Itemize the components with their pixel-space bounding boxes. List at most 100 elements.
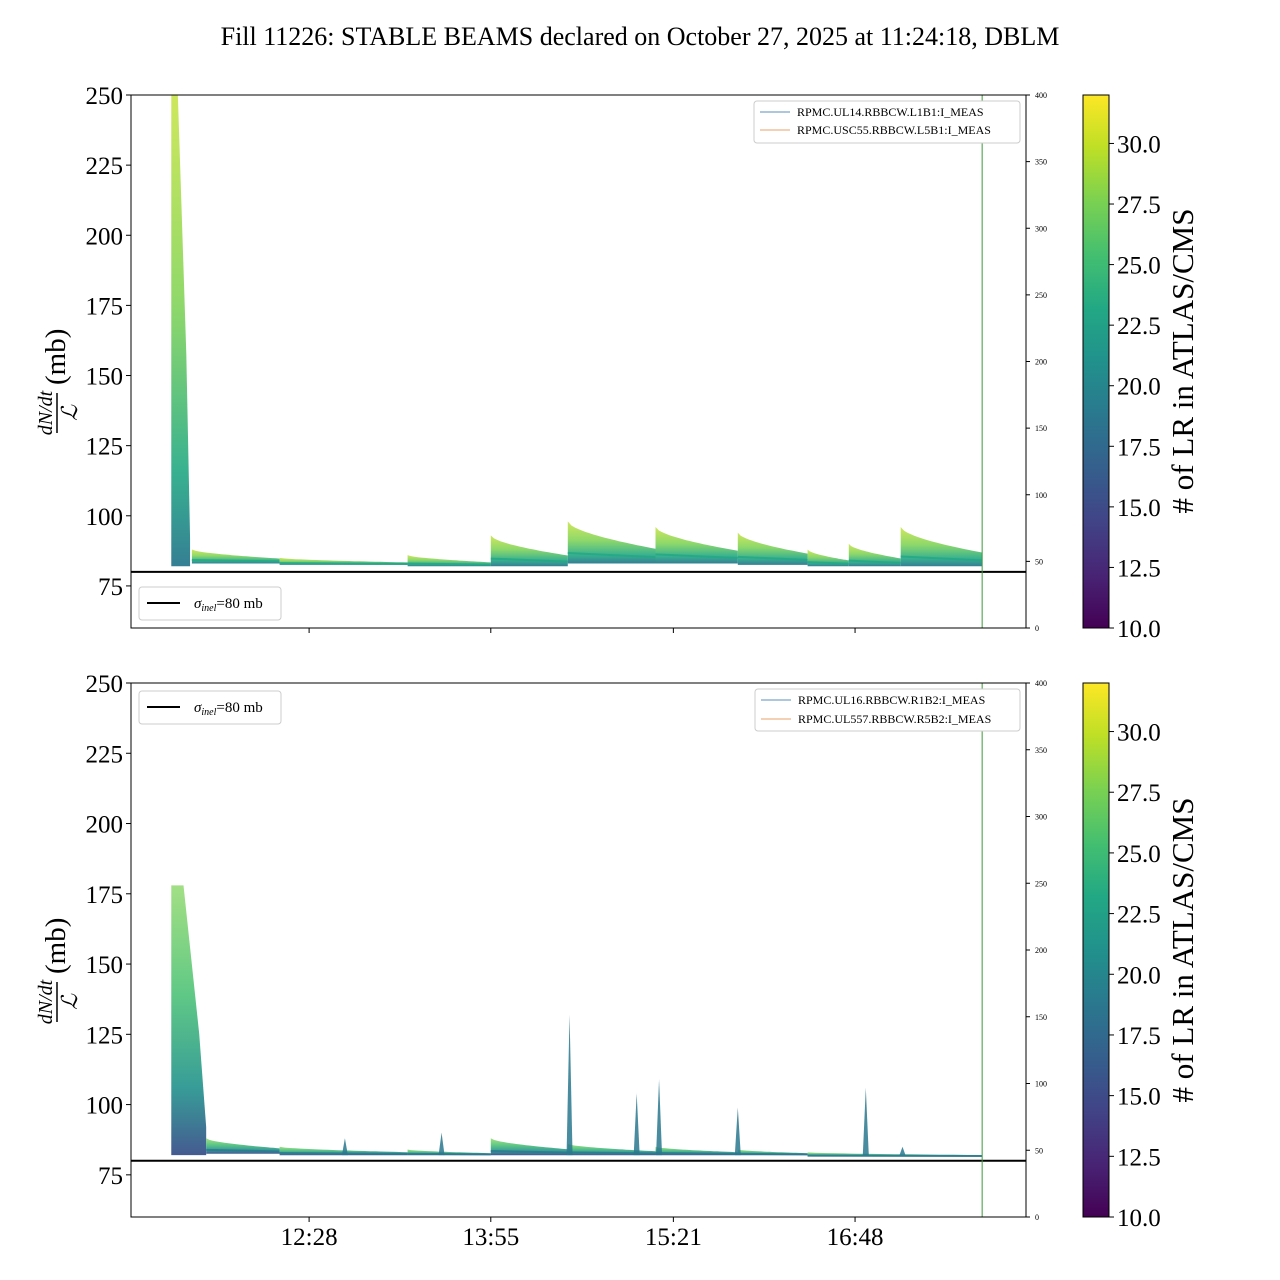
colorbar-label: # of LR in ATLAS/CMS: [1165, 798, 1200, 1103]
colorbar-tick-label: 10.0: [1117, 1205, 1161, 1232]
y2-tick-label: 50: [1035, 1146, 1043, 1155]
data-spike: [341, 1138, 348, 1156]
colorbar-gradient: [1082, 94, 1110, 629]
initial-spike-region: [171, 885, 207, 1156]
segment-core-line: [490, 1149, 568, 1154]
legend-channels-box: [754, 688, 1021, 732]
y-axis-ticks: 75 100 125 150 175 200 225 250: [86, 671, 131, 1190]
colorbar-tick-label: 27.5: [1117, 192, 1161, 219]
segment-core-line: [655, 1152, 738, 1155]
segment-core-line: [567, 1151, 656, 1155]
legend-reference: σinel=80 mb: [138, 690, 282, 725]
segment-core-line: [737, 555, 808, 562]
segment-core-line: [807, 561, 849, 565]
y-tick-label: 250: [86, 671, 124, 698]
y-label-denominator: ℒ: [57, 993, 82, 1010]
data-spike: [438, 1132, 445, 1156]
y-label-denominator: ℒ: [57, 404, 82, 421]
data-spike: [656, 1079, 663, 1156]
y2-tick-label: 150: [1035, 1013, 1047, 1022]
segment-band: [567, 521, 656, 564]
sigma-value: =80 mb: [216, 596, 262, 612]
y-tick-label: 200: [86, 812, 124, 839]
y-tick-label: 100: [86, 504, 124, 531]
legend-reference-box: [138, 586, 282, 621]
y-tick-label: 175: [86, 293, 124, 320]
segment-core-line: [848, 559, 901, 564]
legend-label-1: RPMC.UL16.RBBCW.R1B2:I_MEAS: [798, 693, 985, 707]
sigma-subscript: inel: [201, 603, 216, 614]
colorbar-tick-label: 12.5: [1117, 555, 1161, 582]
y-tick-label: 100: [86, 1093, 124, 1120]
colorbar-ticks: 10.0 12.5 15.0 17.5 20.0 22.5 25.0 27.5 30.0: [1109, 131, 1161, 643]
plot-area: [131, 683, 1026, 1217]
data-bands: [171, 95, 983, 567]
y-tick-label: 150: [86, 364, 124, 391]
y2-tick-label: 350: [1035, 746, 1047, 755]
legend-label-2: RPMC.UL557.RBBCW.R5B2:I_MEAS: [798, 712, 991, 726]
initial-spike-region: [171, 95, 191, 567]
y-tick-label: 75: [98, 574, 123, 601]
y-axis-label: dN/dt ℒ (mb): [35, 329, 82, 436]
legend-label-1: RPMC.UL14.RBBCW.L1B1:I_MEAS: [797, 105, 984, 119]
colorbar-tick-label: 20.0: [1117, 962, 1161, 989]
colorbar-top: 10.0 12.5 15.0 17.5 20.0 22.5 25.0 27.5 30.0 # o…: [1082, 94, 1200, 643]
segment-core-line: [900, 555, 983, 562]
y2-tick-label: 0: [1035, 1213, 1039, 1222]
y2-tick-label: 150: [1035, 424, 1047, 433]
y-tick-label: 225: [86, 741, 124, 768]
y-label-numerator: dN/dt: [35, 979, 57, 1024]
data-spikes: [341, 1014, 906, 1156]
y2-tick-label: 50: [1035, 557, 1043, 566]
data-spike: [899, 1146, 906, 1156]
sigma-subscript: inel: [201, 707, 216, 718]
y-axis-label: dN/dt ℒ (mb): [35, 918, 82, 1025]
x-tick-label: 15:21: [645, 1224, 702, 1251]
segment-core-line: [279, 562, 408, 565]
legend-reference-label: σinel=80 mb: [194, 700, 263, 718]
y2-tick-label: 100: [1035, 491, 1047, 500]
segment-core-line: [206, 1148, 280, 1153]
data-spike: [633, 1093, 640, 1156]
y-tick-label: 225: [86, 153, 124, 180]
y-tick-label: 200: [86, 223, 124, 250]
segment-core-line: [407, 562, 491, 566]
segment-core-line: [567, 551, 656, 559]
segment-core-line: [490, 557, 568, 563]
segment-core-line: [191, 558, 280, 563]
y-tick-label: 175: [86, 882, 124, 909]
colorbar-tick-label: 15.0: [1117, 495, 1161, 522]
colorbar-tick-label: 12.5: [1117, 1144, 1161, 1171]
legend-channels: RPMC.UL14.RBBCW.L1B1:I_MEAS RPMC.USC55.R…: [753, 100, 1021, 144]
axes-frame: [130, 682, 1027, 1218]
colorbar-tick-label: 25.0: [1117, 841, 1161, 868]
y-label-unit: (mb): [40, 918, 72, 974]
top-panel-beam1: 75 100 125 150 175 200 225 250 0 50 100 150 200 250 3…: [35, 83, 1047, 633]
sigma-value: =80 mb: [216, 700, 262, 716]
y2-tick-label: 0: [1035, 624, 1039, 633]
y-tick-label: 125: [86, 434, 124, 461]
y-tick-label: 150: [86, 952, 124, 979]
colorbar-tick-label: 17.5: [1117, 434, 1161, 461]
segment-core-line: [407, 1152, 491, 1156]
legend-label-2: RPMC.USC55.RBBCW.L5B1:I_MEAS: [797, 123, 991, 137]
y2-tick-label: 250: [1035, 879, 1047, 888]
data-spike: [566, 1014, 573, 1156]
colorbar-ticks: 10.0 12.5 15.0 17.5 20.0 22.5 25.0 27.5 30.0: [1109, 720, 1161, 1232]
colorbar-tick-label: 22.5: [1117, 313, 1161, 340]
x-tick-label: 12:28: [281, 1224, 338, 1251]
x-axis-ticks: 12:28 13:55 15:21 16:48: [281, 1217, 884, 1251]
right-y-axis-ticks: 0 50 100 150 200 250 300 350 400: [1026, 679, 1047, 1222]
y2-tick-label: 250: [1035, 291, 1047, 300]
segment-core-line: [655, 553, 738, 560]
bottom-panel-beam2: 75 100 125 150 175 200 225 250 0 50 100 150 200 250 3…: [35, 671, 1047, 1251]
x-tick-label: 13:55: [462, 1224, 519, 1251]
data-spike: [862, 1087, 869, 1156]
colorbar-tick-label: 25.0: [1117, 253, 1161, 280]
y2-tick-label: 300: [1035, 224, 1047, 233]
y2-tick-label: 100: [1035, 1080, 1047, 1089]
figure-title: Fill 11226: STABLE BEAMS declared on Oct…: [221, 22, 1060, 51]
colorbar-tick-label: 22.5: [1117, 902, 1161, 929]
right-y-axis-ticks: 0 50 100 150 200 250 300 350 400: [1026, 91, 1047, 633]
